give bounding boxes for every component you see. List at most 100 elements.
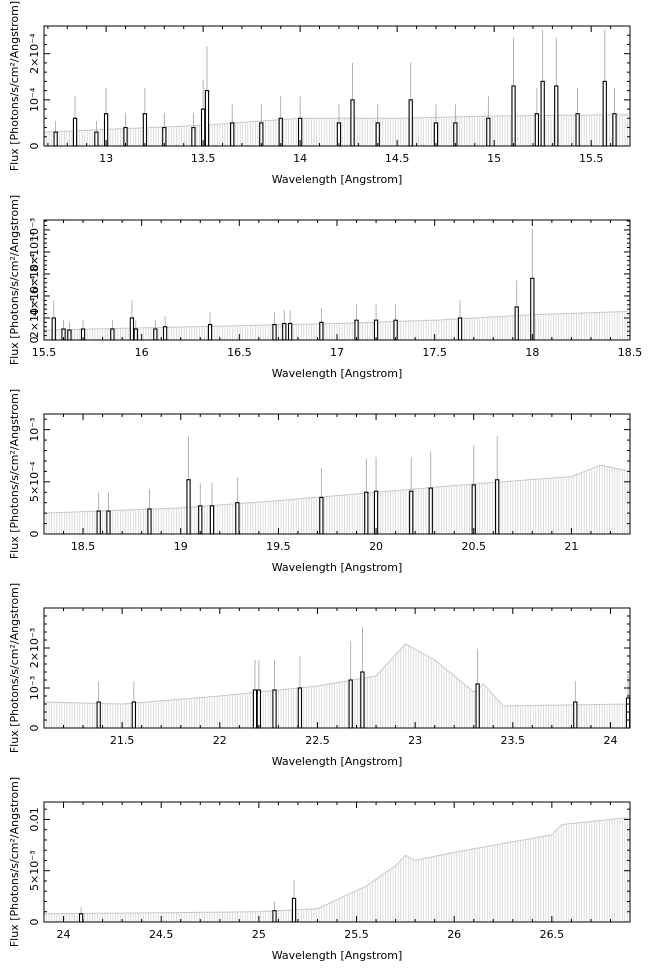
y-tick-label: 10⁻³ <box>28 418 41 442</box>
x-tick-label: 23 <box>408 734 422 747</box>
emission-line-bar <box>278 117 283 147</box>
x-tick-label: 24 <box>57 928 71 941</box>
emission-line-bar <box>428 487 433 535</box>
x-tick-label: 14.5 <box>385 152 410 165</box>
x-axis-title: Wavelength [Angstrom] <box>272 949 403 962</box>
emission-line-bar <box>602 80 607 147</box>
x-tick-label: 15.5 <box>32 346 57 359</box>
x-tick-label: 15.5 <box>579 152 604 165</box>
y-tick-label: 0 <box>28 725 41 732</box>
emission-line-bar <box>573 701 578 729</box>
continuum-series <box>43 464 631 534</box>
emission-line-bar <box>554 85 559 147</box>
emission-line-bar <box>96 510 101 535</box>
y-tick-label: 6×10⁻⁴ <box>28 253 41 294</box>
emission-line-bar <box>373 490 379 535</box>
y-tick-label: 2×10⁻³ <box>28 628 41 668</box>
emission-line-bar <box>207 324 213 341</box>
emission-line-bar <box>625 697 631 729</box>
emission-line-bar <box>162 326 168 341</box>
emission-line-bar <box>259 122 264 147</box>
emission-line-bar <box>191 126 196 147</box>
emission-line-bar <box>94 131 99 147</box>
y-tick-label: 5×10⁻³ <box>28 850 41 890</box>
emission-line-bar <box>408 99 413 147</box>
y-axis-title: Flux [Photons/s/cm²/Angstrom] <box>8 195 21 365</box>
emission-line-bar <box>51 317 56 341</box>
continuum-envelope <box>44 817 629 915</box>
x-tick-label: 14 <box>293 152 307 165</box>
emission-line-bar <box>336 122 342 147</box>
x-tick-label: 17 <box>330 346 344 359</box>
emission-line-bar <box>348 679 353 729</box>
y-tick-label: 8×10⁻⁴ <box>28 231 41 272</box>
plot-frame <box>43 25 631 147</box>
y-axis-title: Flux [Photons/s/cm²/Angstrom] <box>8 389 21 559</box>
y-tick-label: 10⁻³ <box>28 676 41 700</box>
chart-panel-1: 13 13.5 14 14.5 15 15.5 0 10⁻⁴ 2×10⁻⁴ Wavelength … <box>8 1 631 186</box>
emission-line-bar <box>612 113 617 147</box>
y-axis-title: Flux [Photons/s/cm²/Angstrom] <box>8 777 21 947</box>
emission-line-bar <box>364 491 369 535</box>
emission-line-bar <box>147 508 152 535</box>
emission-line-bar <box>209 505 215 535</box>
emission-line-bar <box>204 90 210 147</box>
x-tick-label: 23.5 <box>501 734 526 747</box>
emission-line-bar <box>53 131 58 147</box>
y-tick-label: 0 <box>28 531 41 538</box>
emission-line-bar <box>530 277 535 341</box>
x-tick-label: 15 <box>487 152 501 165</box>
emission-line-bar <box>186 479 191 535</box>
continuum-series <box>43 643 631 728</box>
x-axis-title: Wavelength [Angstrom] <box>272 367 403 380</box>
x-tick-label: 24 <box>603 734 617 747</box>
y-axis-title: Flux [Photons/s/cm²/Angstrom] <box>8 1 21 171</box>
emission-line-bar <box>252 689 258 729</box>
emission-line-bar <box>272 689 277 729</box>
emission-line-bar <box>475 683 480 729</box>
emission-line-bar <box>110 328 115 341</box>
y-tick-label: 0 <box>28 919 41 926</box>
y-tick-label: 0 <box>28 337 41 344</box>
emission-line-bar <box>409 490 414 535</box>
x-axis-title: Wavelength [Angstrom] <box>272 755 403 768</box>
x-tick-label: 18 <box>525 346 539 359</box>
y-tick-label: 10⁻⁴ <box>28 87 41 112</box>
x-tick-label: 21 <box>564 540 578 553</box>
emission-line-bar <box>272 910 277 923</box>
x-tick-label: 20.5 <box>461 540 486 553</box>
emission-line-bar <box>230 122 235 147</box>
y-tick-label: 2×10⁻⁴ <box>28 33 41 74</box>
x-tick-label: 13 <box>99 152 113 165</box>
emission-line-bar <box>495 479 500 535</box>
emission-line-bar <box>142 113 148 147</box>
x-tick-label: 25 <box>252 928 266 941</box>
x-tick-label: 20 <box>369 540 383 553</box>
emission-line-bar <box>287 322 293 341</box>
x-axis-title: Wavelength [Angstrom] <box>272 561 403 574</box>
x-tick-label: 26.5 <box>540 928 565 941</box>
y-tick-label: 2×10⁻⁴ <box>28 297 41 338</box>
emission-line-bar <box>457 317 463 341</box>
emission-line-bar <box>433 122 439 147</box>
emission-line-bar <box>511 85 516 147</box>
emission-line-bar <box>67 329 72 341</box>
continuum-envelope <box>44 464 629 514</box>
x-tick-label: 26 <box>447 928 461 941</box>
emission-line-bar <box>319 496 324 535</box>
emission-line-bar <box>350 99 355 147</box>
emission-line-bar <box>198 505 203 535</box>
emission-line-bar <box>235 502 240 535</box>
emission-line-bar <box>514 306 519 341</box>
y-axis-title: Flux [Photons/s/cm²/Angstrom] <box>8 583 21 753</box>
y-tick-label: 4×10⁻⁴ <box>28 275 41 316</box>
continuum-series <box>43 817 631 922</box>
emission-line-bar <box>291 897 297 923</box>
emission-line-bar <box>96 701 101 729</box>
emission-line-bar <box>540 80 545 147</box>
x-tick-label: 18.5 <box>618 346 643 359</box>
emission-line-bar <box>78 913 84 923</box>
x-tick-label: 16.5 <box>227 346 252 359</box>
emission-line-bar <box>133 328 138 341</box>
emission-line-bar <box>256 689 262 729</box>
